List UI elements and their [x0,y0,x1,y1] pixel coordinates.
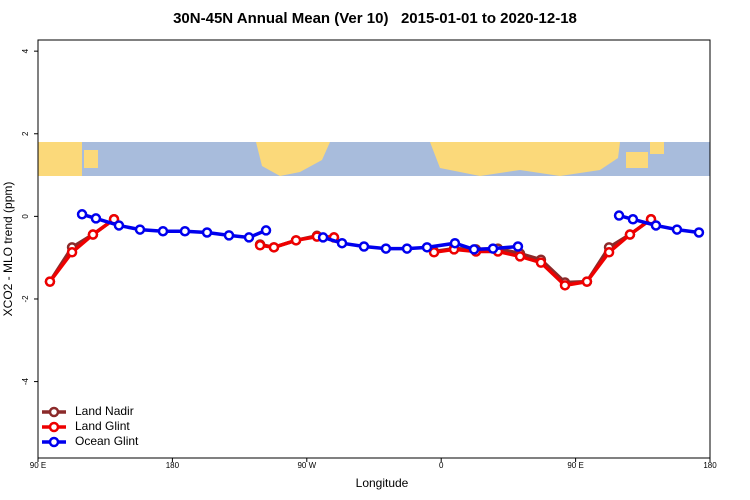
series-point [268,242,280,253]
legend-marker [48,421,60,433]
series-point [559,280,571,291]
x-axis-label: Longitude [356,476,409,490]
map-land [430,142,620,176]
series-point [627,214,639,225]
series-point [317,232,329,243]
plot-frame [37,39,711,459]
series-point [157,225,169,237]
series-point [428,247,440,258]
legend-marker [48,436,60,448]
map-land [256,142,330,176]
series-point [254,240,266,251]
y-tick-label: -4 [21,377,30,385]
legend-marker [48,406,60,418]
series-point [44,276,56,287]
x-tick-label: 0 [439,461,444,470]
series-point [358,241,370,252]
map-land [84,150,98,168]
series-point [650,220,662,231]
map-band [38,142,710,176]
series-point [514,251,526,262]
legend-label: Ocean Glint [75,434,139,448]
series-point [421,242,433,253]
series-point [113,220,125,231]
y-tick-label: 2 [21,131,30,136]
series-point [603,247,615,258]
series-point [693,227,705,238]
x-tick-label: 180 [166,461,180,470]
series-point [134,224,146,235]
series-point [336,237,348,249]
chart-title: 30N-45N Annual Mean (Ver 10) 2015-01-01 … [173,10,577,27]
map-land [38,142,82,176]
series-point [201,227,213,238]
series-point [223,230,235,241]
series-point [624,229,636,240]
y-axis-label: XCO2 - MLO trend (ppm) [1,182,15,317]
legend-label: Land Glint [75,419,130,433]
x-tick-label: 90 W [297,461,316,470]
series-point [613,210,625,221]
series-point [449,237,461,249]
y-tick-label: -2 [21,295,30,303]
legend-label: Land Nadir [75,404,134,418]
series-point [671,224,683,235]
series-point [401,243,413,254]
map-land [626,152,648,168]
series-point [487,243,499,254]
y-tick-label: 0 [21,214,30,219]
x-tick-label: 90 E [30,461,46,470]
series-point [66,247,78,258]
series-point [87,229,99,240]
series-point [179,225,191,237]
x-tick-label: 90 E [567,461,583,470]
y-tick-label: 4 [21,48,30,53]
series-point [76,209,88,220]
series-point [535,257,547,268]
series-point [581,276,593,287]
series-point [290,235,302,246]
series-point [260,225,272,236]
series-point [468,244,480,255]
x-tick-label: 180 [703,461,717,470]
map-land [650,142,664,154]
series-point [512,241,524,252]
series-point [243,232,255,243]
series-point [380,243,392,254]
series-point [90,213,102,224]
